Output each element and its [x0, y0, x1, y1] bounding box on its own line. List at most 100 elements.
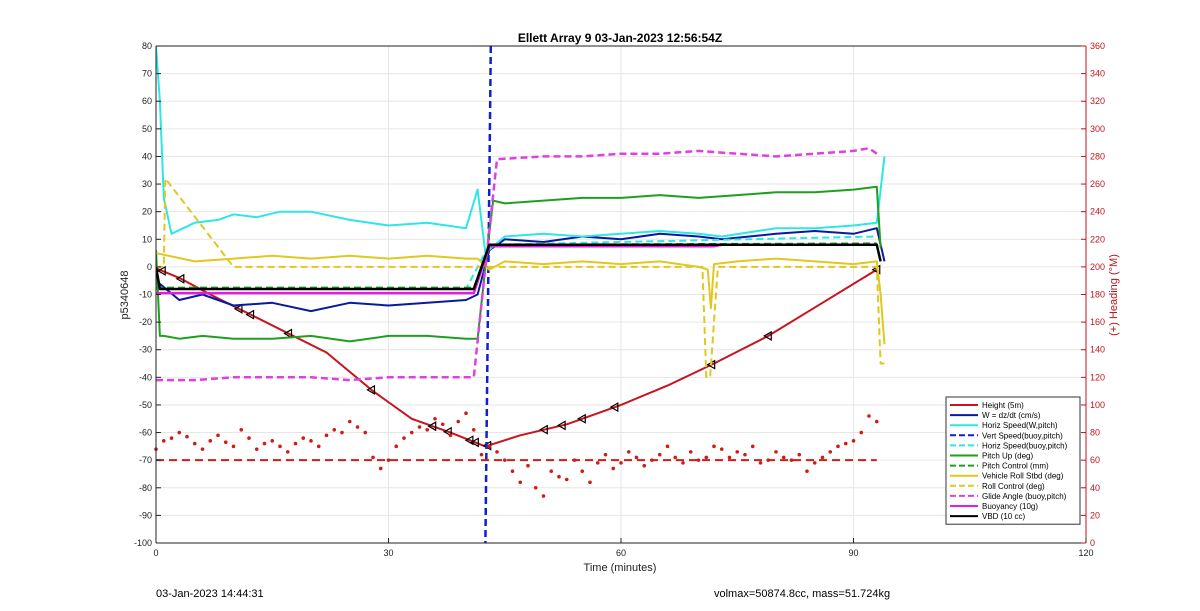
y-tick-label: -30 [139, 345, 152, 355]
heading-point [316, 444, 321, 449]
heading-point [471, 427, 476, 432]
series-height-5m [156, 267, 878, 448]
heading-point [301, 436, 306, 440]
heading-point [223, 440, 228, 445]
y-right-tick-label: 40 [1090, 483, 1100, 493]
y-tick-label: 50 [142, 124, 152, 134]
heading-point [386, 458, 391, 462]
heading-point [673, 455, 678, 460]
legend: Height (5m)W = dz/dt (cm/s)Horiz Speed(W… [945, 396, 1081, 525]
y-tick-label: 80 [142, 41, 152, 51]
series-horiz-speed-w-pitch [156, 46, 886, 255]
y-tick-label: 30 [142, 179, 152, 189]
heading-point [766, 458, 771, 462]
heading-point [874, 419, 879, 424]
heading-point [774, 450, 778, 454]
heading-layer [154, 411, 879, 498]
y-right-tick-label: 0 [1090, 538, 1095, 548]
y-right-tick-label: 80 [1090, 428, 1100, 438]
y-tick-label: -80 [139, 483, 152, 493]
heading-point [712, 444, 716, 449]
y-right-tick-label: 140 [1090, 345, 1105, 355]
heading-point [696, 458, 701, 462]
heading-point [518, 480, 523, 485]
y-right-tick-label: 360 [1090, 41, 1105, 51]
y-right-tick-label: 180 [1090, 290, 1105, 300]
series-pitch-control-mm [156, 242, 877, 289]
heading-point [805, 469, 809, 474]
heading-point [541, 494, 546, 498]
y-right-tick-label: 240 [1090, 207, 1105, 217]
legend-box [945, 396, 1081, 525]
x-tick-label: 60 [616, 548, 626, 558]
heading-point [502, 458, 507, 462]
legend-label: VBD (10 cc) [982, 512, 1025, 521]
height-marker [539, 424, 548, 435]
heading-point [510, 469, 515, 474]
legend-label: W = dz/dt (cm/s) [982, 411, 1041, 420]
height-marker [577, 413, 586, 424]
heading-point [836, 444, 840, 449]
heading-point [247, 436, 251, 440]
heading-point [533, 485, 538, 490]
heading-point [324, 433, 329, 438]
heading-point [611, 466, 616, 471]
series-roll-control-deg [156, 177, 885, 379]
heading-point [169, 436, 174, 440]
height-marker [442, 426, 452, 437]
series-vbd-10-cc [156, 243, 882, 291]
height-marker [464, 435, 474, 446]
series-vert-speed-buoy-pitch [484, 46, 493, 543]
heading-point [309, 439, 313, 443]
heading-point [216, 433, 220, 438]
x-tick-label: 90 [848, 548, 858, 558]
chart-title: Ellett Array 9 03-Jan-2023 12:56:54Z [518, 31, 722, 45]
heading-point [603, 452, 608, 457]
y-right-tick-label: 20 [1090, 510, 1100, 520]
heading-point [200, 447, 205, 451]
footer-timestamp: 03-Jan-2023 14:44:31 [156, 588, 264, 600]
height-marker [245, 309, 255, 320]
heading-point [580, 469, 585, 474]
height-marker [763, 330, 772, 341]
heading-point [572, 458, 577, 462]
heading-point [231, 444, 236, 449]
heading-point [417, 425, 422, 429]
heading-point [409, 430, 414, 435]
y-tick-label: 0 [147, 262, 152, 272]
height-marker [175, 273, 185, 284]
y-tick-label: -60 [139, 428, 152, 438]
height-marker [556, 420, 566, 431]
y-right-tick-label: 160 [1090, 317, 1105, 327]
y-tick-label: 10 [142, 234, 152, 244]
legend-label: Height (5m) [982, 401, 1024, 410]
y-tick-label: 20 [142, 207, 152, 217]
heading-point [619, 461, 623, 465]
heading-point [642, 463, 647, 468]
heading-point [758, 461, 763, 465]
heading-point [464, 411, 468, 416]
heading-point [657, 452, 662, 457]
series-pitch-up-deg [156, 185, 882, 343]
heading-point [262, 441, 267, 446]
height-marker [609, 402, 619, 413]
heading-point [270, 439, 275, 443]
heading-point [254, 447, 259, 451]
y-right-tick-label: 220 [1090, 234, 1105, 244]
height-marker [156, 265, 166, 276]
heading-point [495, 450, 499, 454]
y-tick-label: 40 [142, 151, 152, 161]
heading-point [371, 455, 375, 460]
heading-point [650, 458, 654, 462]
y-axis-label: p5340648 [119, 271, 131, 320]
series-w-dz-dt-cm-s [156, 227, 886, 313]
heading-point [479, 452, 484, 457]
heading-point [564, 477, 569, 482]
heading-point [278, 444, 282, 449]
heading-point [208, 439, 213, 443]
heading-point [177, 430, 182, 435]
x-tick-label: 0 [153, 548, 158, 558]
heading-point [549, 469, 554, 474]
heading-point [626, 450, 631, 454]
